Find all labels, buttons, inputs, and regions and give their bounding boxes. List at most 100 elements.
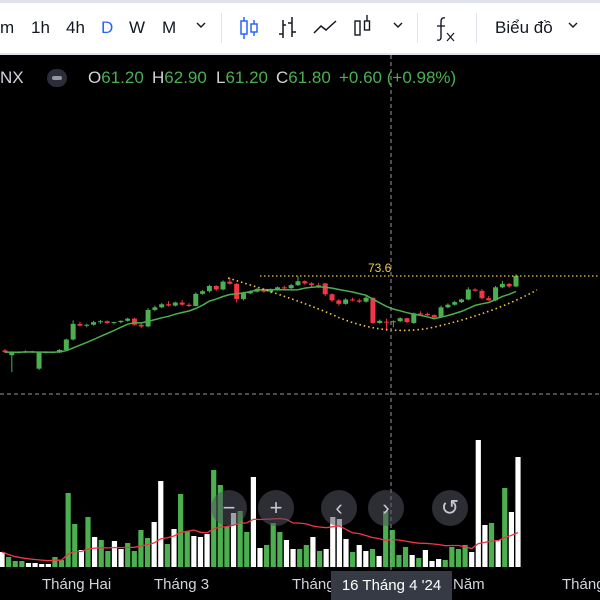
volume-bar	[197, 537, 204, 567]
candle	[499, 280, 505, 289]
volume-bar	[52, 557, 58, 567]
minus-icon: −	[222, 495, 236, 520]
volume-bar	[502, 488, 508, 567]
candle-body	[240, 293, 246, 300]
volume-bar	[283, 540, 290, 567]
candle-body	[166, 304, 172, 306]
interval-m[interactable]: M	[162, 18, 177, 37]
candle-body	[145, 309, 151, 327]
volume-bar	[65, 493, 71, 567]
volume-bar	[151, 522, 157, 567]
volume-bar	[422, 550, 428, 567]
interval-d[interactable]: D	[101, 18, 114, 37]
candle-body	[370, 297, 376, 323]
interval-minutes[interactable]: m	[0, 18, 15, 37]
scroll-right-button[interactable]: ›	[368, 490, 404, 526]
zoom-out-button[interactable]: −	[211, 490, 247, 526]
interval-4h[interactable]: 4h	[66, 18, 85, 37]
candle	[486, 296, 492, 301]
volume-bar	[191, 536, 197, 567]
interval-chevron-down-icon[interactable]	[195, 19, 207, 31]
candle	[200, 289, 206, 295]
volume-bar	[171, 529, 177, 567]
volume-bar	[436, 559, 442, 567]
candle-body	[499, 283, 505, 288]
volume-bar	[356, 545, 362, 567]
candle-body	[268, 289, 274, 292]
candle	[220, 280, 226, 291]
candle	[363, 296, 369, 303]
candle	[322, 282, 328, 297]
candle	[206, 284, 212, 293]
volume-bar	[462, 545, 468, 567]
candle-body	[172, 302, 178, 306]
volume-bar	[475, 440, 481, 567]
candle	[9, 351, 15, 373]
volume-bar	[85, 517, 91, 567]
candle	[506, 282, 512, 288]
divider	[221, 13, 222, 43]
volume-bar	[105, 551, 111, 567]
candle	[70, 320, 76, 341]
candle	[213, 285, 219, 291]
chart-type-chevron-down-icon[interactable]	[392, 19, 404, 31]
candle-body	[138, 324, 144, 327]
volume-bar	[270, 523, 276, 567]
line-icon[interactable]	[312, 17, 338, 37]
interval-w[interactable]: W	[129, 18, 146, 37]
candle-body	[384, 321, 390, 323]
reset-chart-button[interactable]: ↺	[432, 490, 468, 526]
volume-layer	[0, 440, 521, 567]
candle-body	[9, 352, 15, 356]
candle-body	[513, 276, 519, 287]
volume-bar	[224, 527, 230, 567]
candle	[377, 319, 383, 324]
volume-bar	[488, 523, 495, 567]
candle-body	[465, 289, 471, 300]
candles-icon[interactable]	[238, 15, 260, 41]
symbol-name[interactable]: NX	[0, 68, 24, 87]
volume-bar	[290, 549, 296, 567]
volume-bar	[495, 540, 501, 567]
candle-body	[152, 307, 158, 310]
candle-body	[70, 323, 76, 340]
volume-bar	[482, 525, 488, 567]
volume-bar	[19, 561, 25, 567]
scroll-left-button[interactable]: ‹	[321, 490, 357, 526]
chart-menu-button[interactable]: Biểu đồ	[495, 18, 553, 37]
bars-icon[interactable]	[276, 15, 298, 41]
volume-bar	[396, 555, 402, 567]
candle	[145, 308, 151, 328]
candle	[186, 302, 192, 307]
candle-body	[234, 283, 240, 300]
zoom-in-button[interactable]: +	[258, 490, 294, 526]
interval-1h[interactable]: 1h	[31, 18, 50, 37]
price-ma-line	[4, 285, 517, 354]
candle	[431, 314, 437, 319]
volume-bar	[336, 519, 342, 567]
divider	[476, 13, 477, 43]
volume-bar	[515, 457, 521, 567]
candle	[77, 321, 83, 327]
candle-body	[288, 285, 294, 289]
candle-body	[36, 352, 42, 369]
fx-icon[interactable]	[433, 15, 459, 43]
volume-bar	[25, 563, 32, 567]
candle	[424, 312, 430, 317]
candle	[384, 318, 390, 331]
candle	[458, 298, 464, 303]
candle	[465, 287, 471, 301]
candle	[111, 321, 117, 325]
hollow-candles-icon[interactable]	[352, 13, 374, 41]
candle-body	[377, 320, 383, 323]
hide-legend-button[interactable]	[47, 69, 67, 87]
level-label: 73.6	[368, 261, 392, 275]
change-value: +0.60 (+0.98%)	[339, 68, 457, 87]
chart-menu-chevron-down-icon[interactable]	[567, 19, 579, 31]
candle-body	[363, 297, 369, 302]
volume-bar	[58, 560, 65, 567]
candle	[288, 283, 294, 290]
candle	[131, 317, 137, 326]
candle-body	[315, 285, 321, 287]
